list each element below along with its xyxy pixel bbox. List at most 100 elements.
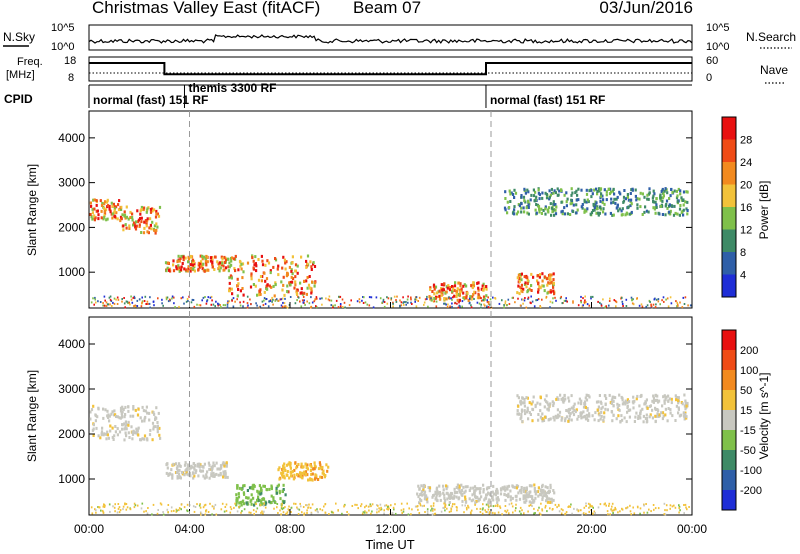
echo-cell xyxy=(443,493,446,497)
echo-cell xyxy=(294,461,297,465)
echo-cell xyxy=(581,203,584,206)
echo-cell xyxy=(485,294,488,298)
echo-cell xyxy=(629,504,631,507)
echo-cell xyxy=(97,217,100,221)
echo-cell xyxy=(225,461,228,465)
echo-cell xyxy=(549,402,552,406)
echo-cell xyxy=(583,414,586,418)
echo-cell xyxy=(379,297,382,300)
echo-cell xyxy=(548,195,551,199)
echo-cell xyxy=(583,506,586,509)
echo-cell xyxy=(458,484,461,488)
echo-cell xyxy=(553,189,556,193)
echo-cell xyxy=(135,220,138,224)
echo-cell xyxy=(115,298,117,301)
echo-cell xyxy=(524,297,526,299)
echo-cell xyxy=(515,498,518,502)
freq-label-1: Freq. xyxy=(17,56,43,68)
echo-cell xyxy=(676,305,678,308)
echo-cell xyxy=(300,305,303,308)
echo-cell xyxy=(176,260,179,264)
echo-cell xyxy=(407,513,410,516)
echo-cell xyxy=(442,288,445,292)
echo-cell xyxy=(520,272,523,276)
echo-cell xyxy=(313,284,316,288)
echo-cell xyxy=(565,297,567,300)
echo-cell xyxy=(381,301,383,304)
echo-cell xyxy=(251,484,254,488)
echo-cell xyxy=(286,306,289,309)
echo-cell xyxy=(310,289,313,293)
echo-cell xyxy=(453,487,456,491)
echo-cell xyxy=(639,409,642,413)
echo-cell xyxy=(392,305,394,308)
echo-cell xyxy=(567,506,570,508)
echo-cell xyxy=(286,272,289,276)
echo-cell xyxy=(149,207,152,211)
echo-cell xyxy=(430,509,432,512)
echo-cell xyxy=(601,201,604,205)
cpid-segment-label: normal (fast) 151 RF xyxy=(490,93,605,107)
echo-cell xyxy=(519,417,522,421)
echo-cell xyxy=(256,489,259,493)
echo-cell xyxy=(456,506,458,509)
echo-cell xyxy=(556,413,560,417)
echo-cell xyxy=(169,269,172,273)
echo-cell xyxy=(668,203,671,207)
echo-cell xyxy=(534,208,537,212)
echo-cell xyxy=(265,501,268,505)
echo-cell xyxy=(637,414,640,418)
echo-cell xyxy=(686,190,689,194)
echo-cell xyxy=(227,265,230,269)
echo-cell xyxy=(216,260,219,264)
echo-cell xyxy=(319,297,321,300)
echo-cell xyxy=(281,288,284,292)
echo-cell xyxy=(152,425,155,429)
echo-cell xyxy=(434,490,437,494)
echo-cell xyxy=(457,293,460,297)
echo-cell xyxy=(230,287,233,291)
colorbar-swatch xyxy=(722,229,736,253)
echo-cell xyxy=(170,510,173,513)
echo-cell xyxy=(538,512,541,515)
echo-cell xyxy=(555,299,557,302)
echo-cell xyxy=(542,490,545,494)
echo-cell xyxy=(444,498,447,502)
echo-cell xyxy=(625,305,628,307)
echo-cell xyxy=(619,192,622,196)
echo-cell xyxy=(362,296,364,298)
echo-cell xyxy=(639,507,642,510)
echo-cell xyxy=(579,411,583,415)
echo-cell xyxy=(598,211,601,215)
echo-cell xyxy=(659,303,661,306)
echo-cell xyxy=(386,508,388,510)
echo-cell xyxy=(126,300,129,303)
echo-cell xyxy=(667,407,670,410)
echo-cell xyxy=(597,405,600,409)
echo-cell xyxy=(526,211,529,215)
echo-cell xyxy=(519,274,522,278)
echo-cell xyxy=(208,476,211,480)
freq-label-2: [MHz] xyxy=(6,69,35,81)
echo-cell xyxy=(461,300,464,303)
echo-cell xyxy=(121,405,124,409)
echo-cell xyxy=(286,511,289,514)
echo-cell xyxy=(134,431,137,435)
echo-cell xyxy=(530,484,533,488)
x-tick-label: 00:00 xyxy=(677,522,707,536)
echo-cell xyxy=(93,218,96,222)
echo-cell xyxy=(536,299,539,301)
echo-cell xyxy=(224,472,227,476)
echo-cell xyxy=(268,487,271,491)
echo-cell xyxy=(299,300,301,303)
echo-cell xyxy=(180,508,182,511)
echo-cell xyxy=(217,262,220,266)
echo-cell xyxy=(673,204,676,208)
echo-cell xyxy=(646,406,649,410)
echo-cell xyxy=(540,489,543,493)
echo-cell xyxy=(135,427,138,431)
echo-cell xyxy=(242,484,245,488)
echo-cell xyxy=(193,305,196,308)
echo-cell xyxy=(464,489,467,493)
echo-cell xyxy=(282,301,284,304)
